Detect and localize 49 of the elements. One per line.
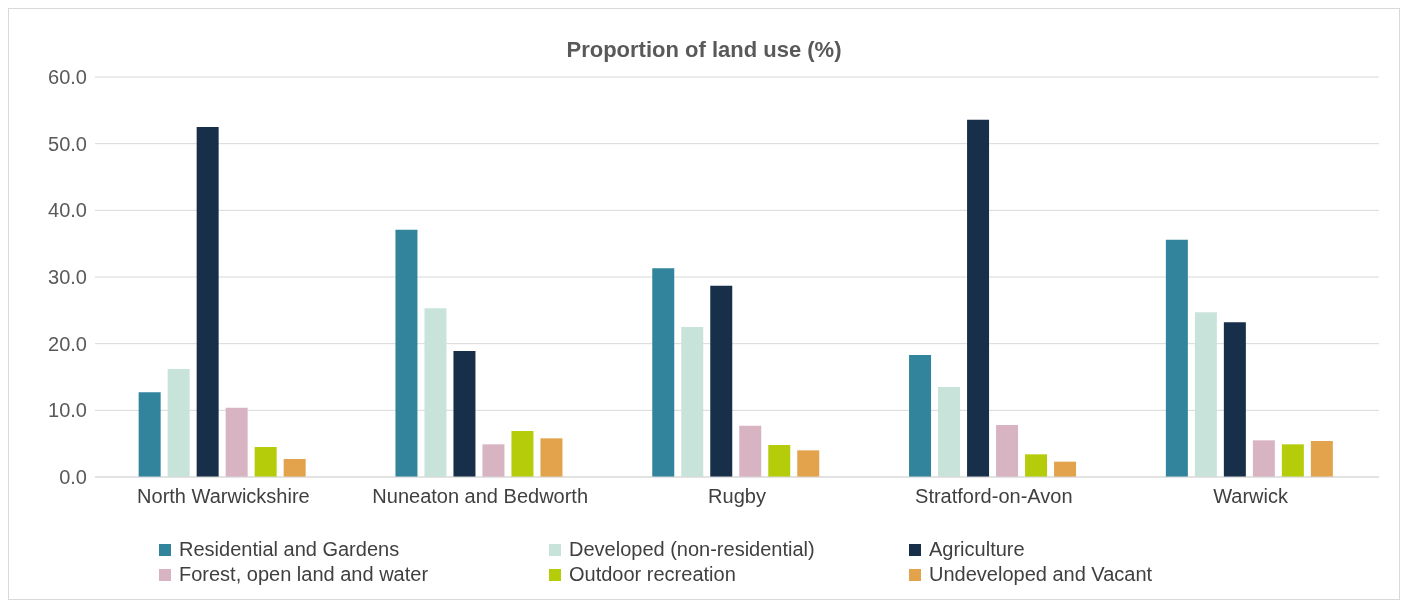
bar xyxy=(1252,440,1275,477)
bar xyxy=(424,308,447,477)
bar xyxy=(996,425,1019,477)
bar xyxy=(739,425,762,477)
bar xyxy=(138,392,161,477)
legend-label: Forest, open land and water xyxy=(179,562,429,587)
bar xyxy=(167,369,190,477)
bar xyxy=(967,119,990,477)
bar xyxy=(1223,322,1246,477)
x-tick-label: Stratford-on-Avon xyxy=(915,485,1073,508)
y-tick-label: 60.0 xyxy=(48,66,87,89)
legend-label: Residential and Gardens xyxy=(179,537,400,562)
bar xyxy=(1054,461,1077,477)
bar xyxy=(1165,239,1188,477)
bar xyxy=(652,268,675,477)
legend-label: Undeveloped and Vacant xyxy=(929,562,1153,587)
bar xyxy=(453,351,476,477)
legend-label: Developed (non-residential) xyxy=(569,537,815,562)
bar xyxy=(540,438,563,477)
y-tick-label: 10.0 xyxy=(48,399,87,422)
bar xyxy=(909,355,932,477)
x-tick-label: Warwick xyxy=(1213,485,1289,508)
x-tick-label: North Warwickshire xyxy=(137,485,310,508)
bar xyxy=(196,127,219,477)
bar xyxy=(225,407,248,477)
bar xyxy=(938,387,961,477)
y-tick-label: 40.0 xyxy=(48,199,87,222)
bar xyxy=(283,459,306,477)
bar xyxy=(797,450,820,477)
bar xyxy=(710,285,733,477)
bar xyxy=(1310,441,1333,477)
y-tick-label: 50.0 xyxy=(48,132,87,155)
chart-title: Proportion of land use (%) xyxy=(565,36,843,64)
bar xyxy=(1025,454,1048,477)
bar xyxy=(511,431,534,477)
legend-label: Agriculture xyxy=(929,537,1025,562)
bar xyxy=(1281,444,1304,477)
y-tick-label: 0.0 xyxy=(59,466,87,489)
x-tick-label: Nuneaton and Bedworth xyxy=(372,485,589,508)
x-tick-label: Rugby xyxy=(708,485,766,508)
y-tick-label: 30.0 xyxy=(48,266,87,289)
y-tick-label: 20.0 xyxy=(48,332,87,355)
bar xyxy=(681,327,704,477)
bar xyxy=(1194,312,1217,477)
bar xyxy=(482,444,505,477)
bar xyxy=(254,447,277,477)
bar xyxy=(768,445,791,477)
bar xyxy=(395,229,418,477)
legend-label: Outdoor recreation xyxy=(569,562,736,587)
